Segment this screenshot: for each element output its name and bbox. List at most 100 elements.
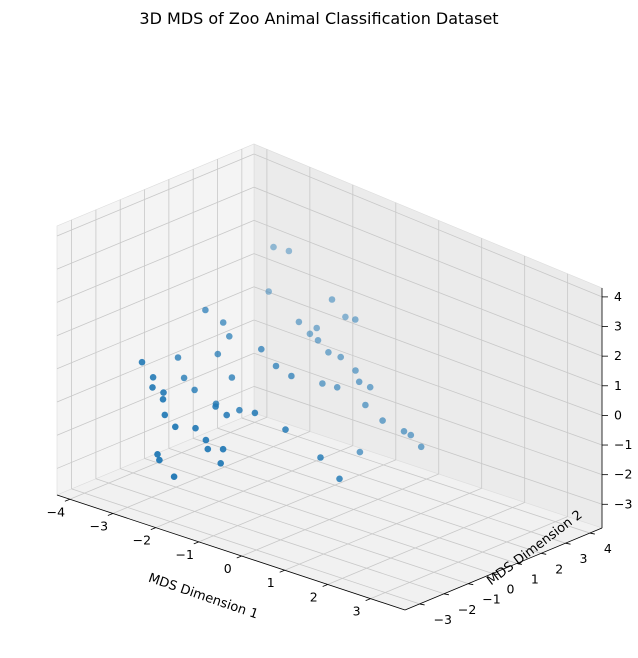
data-point: [314, 337, 322, 344]
data-point: [295, 318, 303, 326]
z-tick-label: −3: [614, 496, 632, 511]
data-point: [319, 380, 326, 387]
data-point: [379, 417, 386, 424]
axis-panes: [56, 143, 603, 611]
x-grid-floor: [370, 516, 568, 600]
z-tick-label: 4: [614, 289, 622, 304]
x-tick-mark: [193, 541, 199, 545]
y-tick-mark: [468, 583, 474, 586]
z-grid-left: [56, 186, 255, 270]
data-point: [270, 243, 277, 251]
y-tick-label: −2: [458, 602, 476, 617]
data-point: [337, 353, 345, 361]
z-grid-left: [56, 352, 255, 436]
x-tick-label: −2: [133, 533, 151, 548]
data-point: [306, 330, 314, 338]
z-tick-label: 3: [614, 319, 622, 334]
data-point: [356, 448, 364, 456]
y-tick-label: −3: [434, 612, 452, 627]
data-point: [180, 374, 188, 382]
data-point: [282, 426, 289, 433]
z-grid-back: [253, 153, 603, 298]
y-tick-label: 4: [604, 541, 612, 556]
data-point: [342, 313, 349, 321]
x-tick-label: −4: [47, 504, 65, 519]
data-point: [219, 319, 227, 326]
y-tick-label: −1: [482, 592, 500, 607]
data-point: [272, 362, 280, 370]
x-tick-label: 3: [353, 604, 361, 619]
x-grid-floor: [284, 487, 482, 571]
data-points: [138, 243, 425, 483]
data-point: [236, 406, 243, 414]
z-tick-label: −1: [614, 437, 632, 452]
z-grid-left: [56, 319, 255, 403]
data-point: [226, 333, 233, 340]
y-tick-mark: [419, 603, 425, 606]
data-point: [417, 443, 425, 451]
y-tick-mark: [492, 573, 498, 575]
z-grid-left: [56, 286, 255, 370]
x-grid-floor: [69, 416, 268, 500]
y-tick-mark: [443, 593, 449, 596]
x-tick-mark: [236, 555, 242, 559]
y-tick-mark: [589, 532, 595, 535]
y-grid-floor: [95, 478, 445, 595]
x-tick-label: −3: [90, 518, 108, 533]
data-point: [159, 396, 167, 403]
data-point: [202, 436, 210, 444]
tick-labels: −4 −3 −2 −1 0 1 2 3 −3 −2 −1 0 1 2 3 4 −3 −2 −1 0 1 2 3 4: [47, 289, 633, 627]
z-grid-back: [253, 253, 603, 387]
data-point: [161, 411, 169, 419]
y-grid-floor: [144, 458, 493, 574]
data-point: [265, 288, 273, 295]
data-point: [400, 428, 408, 435]
data-point: [251, 409, 259, 417]
z-grid-back: [253, 319, 603, 446]
z-grid-back: [253, 386, 603, 505]
z-grid-back: [253, 352, 603, 476]
data-point: [212, 403, 219, 410]
chart-title: 3D MDS of Zoo Animal Classification Data…: [139, 9, 498, 28]
z-grid-back: [253, 286, 603, 416]
x-axis-label: MDS Dimension 1: [146, 571, 260, 623]
x-tick-mark: [279, 569, 285, 573]
y-tick-label: 2: [555, 561, 563, 576]
data-point: [138, 358, 146, 366]
y-tick-label: 3: [580, 551, 588, 566]
data-point: [192, 424, 199, 432]
z-grid-back: [253, 220, 603, 357]
z-tick-label: 1: [614, 378, 622, 393]
x-grid-floor: [241, 473, 439, 557]
y-grid-floor: [217, 427, 566, 544]
x-grid-floor: [327, 502, 525, 585]
data-point: [154, 451, 161, 458]
data-point: [407, 431, 415, 439]
z-grid-left: [56, 220, 255, 303]
data-point: [355, 378, 363, 386]
data-point: [362, 401, 369, 409]
data-point: [328, 296, 336, 303]
z-grid-left: [56, 253, 255, 336]
data-point: [366, 383, 374, 391]
y-tick-mark: [541, 552, 547, 555]
x-grid-floor: [112, 431, 311, 514]
data-point: [174, 354, 182, 361]
y-grid-floor: [168, 448, 518, 564]
z-grid-left: [56, 153, 255, 237]
y-tick-mark: [516, 563, 522, 565]
y-grid-floor: [193, 437, 542, 554]
x-axis-line: [56, 494, 406, 611]
x-tick-mark: [64, 498, 71, 502]
x-tick-mark: [107, 513, 114, 516]
data-point: [352, 316, 359, 323]
data-point: [204, 445, 212, 453]
data-point: [219, 445, 227, 453]
data-point: [214, 350, 222, 358]
x-tick-label: −1: [176, 547, 194, 562]
y-axis-line: [404, 527, 603, 611]
data-point: [223, 411, 230, 419]
data-point: [336, 475, 343, 483]
y-tick-label: 0: [507, 582, 515, 597]
grid-lines: [56, 149, 603, 605]
